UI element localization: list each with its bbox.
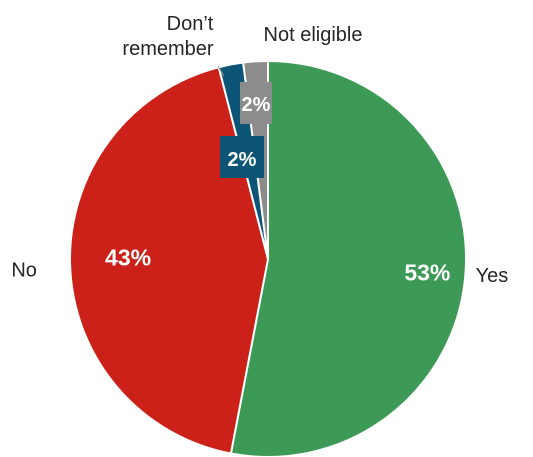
value-label-0: 53% <box>404 260 450 286</box>
value-label-2: 2% <box>228 149 257 171</box>
leader-lines <box>217 62 257 82</box>
category-label-3: Not eligible <box>264 24 363 46</box>
value-label-3: 2% <box>242 94 271 116</box>
pie-slice-0 <box>229 60 468 457</box>
category-label-0: Yes <box>476 265 509 287</box>
leader-line-2 <box>217 65 225 77</box>
category-label-2-line-1: remember <box>122 38 213 60</box>
pie-labels: 53% Yes 43% No 2% Not eligible 2% Don’t remember <box>11 13 508 287</box>
value-label-1: 43% <box>105 244 151 270</box>
pie-slice-1 <box>69 66 269 455</box>
category-label-2-line-0: Don’t <box>167 13 214 35</box>
value-box-2 <box>220 136 264 178</box>
category-label-1: No <box>11 260 37 282</box>
value-box-3 <box>240 82 272 124</box>
